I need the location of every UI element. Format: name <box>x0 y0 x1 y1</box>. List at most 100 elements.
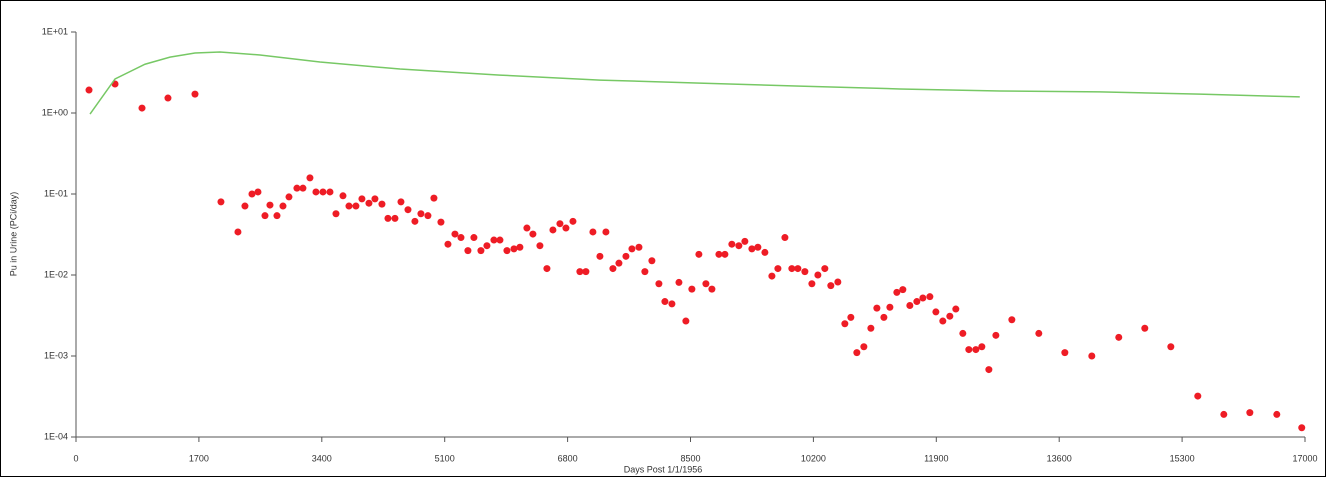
data-point <box>1220 410 1228 418</box>
data-point <box>470 234 478 242</box>
data-point <box>972 346 980 354</box>
data-point <box>217 198 225 206</box>
data-point <box>516 243 524 251</box>
data-point <box>932 308 940 316</box>
data-point <box>715 250 723 258</box>
data-point <box>248 190 256 198</box>
data-point <box>992 331 1000 339</box>
x-tick-label: 1700 <box>189 453 209 463</box>
y-tick-label: 1E-02 <box>44 269 68 279</box>
data-point <box>477 247 485 255</box>
data-point <box>702 280 710 288</box>
x-tick-label: 15300 <box>1170 453 1195 463</box>
data-point <box>549 226 557 234</box>
data-point <box>576 268 584 276</box>
data-point <box>365 199 373 207</box>
x-tick-label: 5100 <box>435 453 455 463</box>
data-point <box>444 240 452 248</box>
data-point <box>437 218 445 226</box>
data-point <box>306 174 314 182</box>
data-point <box>404 206 412 214</box>
data-point <box>768 272 776 280</box>
data-point <box>391 214 399 222</box>
x-tick-label: 11900 <box>924 453 948 463</box>
data-point <box>814 271 822 279</box>
data-point <box>596 252 604 260</box>
data-point <box>754 243 762 251</box>
data-point <box>496 236 504 244</box>
data-point <box>164 94 172 102</box>
x-tick-label: 0 <box>73 453 78 463</box>
data-point <box>339 192 347 200</box>
data-point <box>1246 409 1254 417</box>
x-tick-label: 13600 <box>1047 453 1072 463</box>
x-tick-label: 8500 <box>680 453 700 463</box>
data-point <box>490 236 498 244</box>
data-point <box>273 212 281 220</box>
data-point <box>735 242 743 250</box>
data-point <box>510 245 518 253</box>
data-point <box>708 285 716 293</box>
data-point <box>234 228 242 236</box>
data-point <box>457 234 465 242</box>
data-point <box>384 214 392 222</box>
y-axis-title: Pu in Urine (PCi/day) <box>8 192 18 277</box>
y-tick-label: 1E-04 <box>44 431 68 441</box>
data-point <box>841 320 849 328</box>
data-point <box>1167 343 1175 351</box>
data-point <box>688 285 696 293</box>
data-point <box>853 349 861 357</box>
data-point <box>628 245 636 253</box>
data-point <box>661 298 669 306</box>
data-point <box>946 312 954 320</box>
data-point <box>319 188 327 196</box>
data-point <box>1061 349 1069 357</box>
y-tick-label: 1E-03 <box>44 350 68 360</box>
data-point <box>952 305 960 313</box>
data-point <box>285 193 293 201</box>
data-point <box>622 252 630 260</box>
data-point <box>834 278 842 286</box>
data-point <box>808 280 816 288</box>
data-point <box>860 343 868 351</box>
data-point <box>728 240 736 248</box>
data-point <box>293 184 301 192</box>
data-point <box>1088 352 1096 360</box>
x-axis-title: Days Post 1/1/1956 <box>624 464 703 474</box>
data-point <box>261 212 269 220</box>
data-point <box>589 228 597 236</box>
data-point <box>503 247 511 255</box>
data-point <box>1194 392 1202 400</box>
data-point <box>556 220 564 228</box>
data-point <box>668 300 676 308</box>
data-point <box>417 210 425 218</box>
data-point <box>926 293 934 301</box>
data-point <box>371 195 379 203</box>
x-tick-label: 6800 <box>558 453 578 463</box>
data-point <box>312 188 320 196</box>
data-point <box>919 294 927 302</box>
data-point <box>397 198 405 206</box>
data-point <box>138 104 146 112</box>
data-point <box>682 317 690 325</box>
data-point <box>299 184 307 192</box>
data-point <box>788 265 796 273</box>
data-point <box>411 217 419 225</box>
data-point <box>523 224 531 232</box>
data-point <box>721 250 729 258</box>
data-point <box>529 230 537 238</box>
data-point <box>774 265 782 273</box>
data-point <box>483 242 491 250</box>
data-point <box>978 343 986 351</box>
data-point <box>536 242 544 250</box>
data-point <box>602 228 610 236</box>
data-point <box>635 243 643 251</box>
data-point <box>254 188 262 196</box>
x-tick-label: 10200 <box>801 453 826 463</box>
data-point <box>655 280 663 288</box>
data-point <box>801 268 809 276</box>
data-point <box>906 302 914 310</box>
data-point <box>794 265 802 273</box>
